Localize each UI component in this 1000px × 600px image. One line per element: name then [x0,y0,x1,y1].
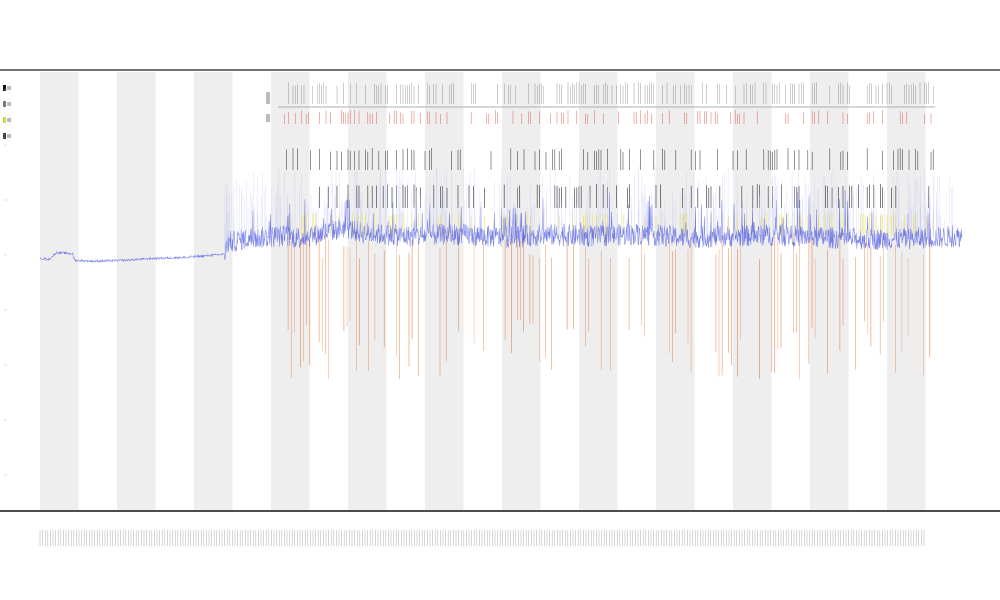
legend-swatch [3,101,6,107]
series-layer [39,160,963,263]
axes [0,69,1000,546]
shaded-band [117,72,156,510]
series-line [39,190,963,263]
legend-swatch [3,133,6,139]
shaded-band [194,72,233,510]
shaded-band [656,72,695,510]
shaded-band [887,72,926,510]
shaded-band [348,72,387,510]
legend-swatch [3,117,6,123]
shaded-band [425,72,464,510]
shaded-band [271,72,310,510]
shaded-band [579,72,618,510]
shaded-band [810,72,849,510]
shaded-band [502,72,541,510]
legend-entry [7,102,11,106]
annotation-label [266,114,270,122]
legend [3,85,11,139]
annotation-label [266,92,270,104]
shaded-band [733,72,772,510]
annotation-rows [266,82,935,380]
legend-swatch [3,85,6,91]
legend-entry [7,134,11,138]
legend-entry [7,86,11,90]
shaded-band [40,72,79,510]
shaded-bands [40,72,926,510]
legend-entry [7,118,11,122]
